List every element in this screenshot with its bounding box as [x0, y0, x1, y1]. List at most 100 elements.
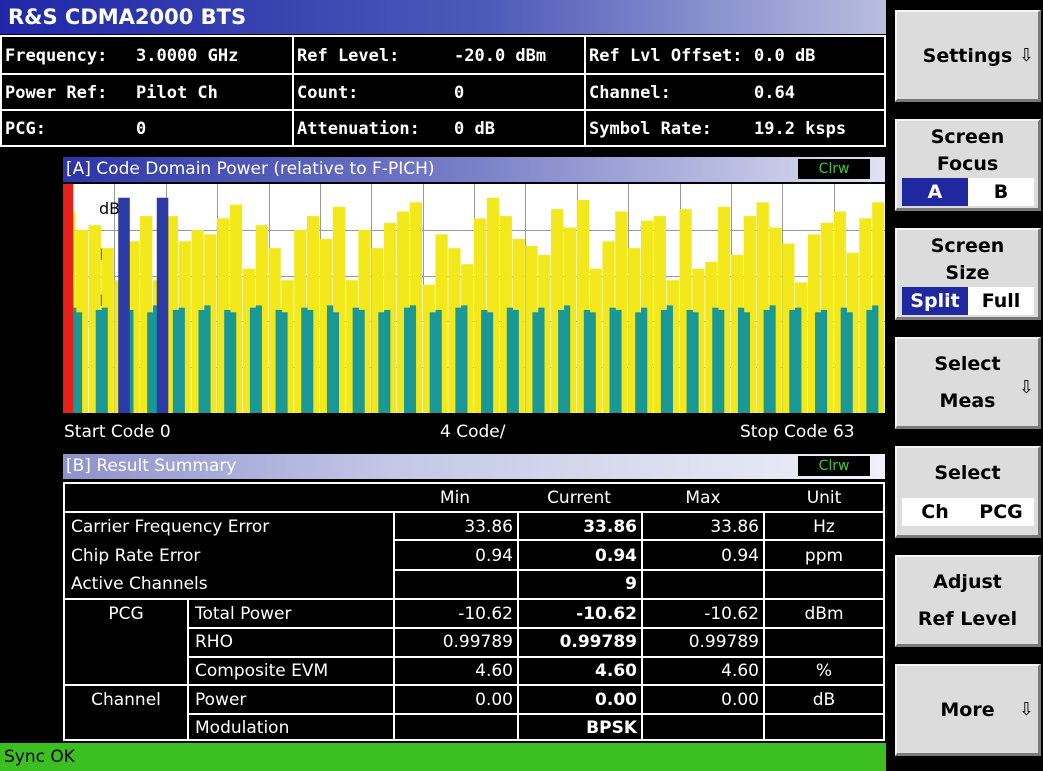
arrow-down-icon: ⇩ [1018, 377, 1034, 398]
row-label-active-channels: Active Channels [71, 574, 208, 594]
noise-bar [275, 309, 282, 413]
ch-pcg-toggle[interactable]: Ch PCG [902, 498, 1034, 526]
attenuation-value: 0 dB [454, 119, 495, 139]
focus-b-option[interactable]: B [968, 178, 1034, 206]
noise-bar [224, 309, 231, 413]
noise-bar [789, 309, 796, 413]
total-power-min: -10.62 [458, 604, 513, 624]
noise-bar [461, 305, 468, 413]
col-divider [393, 511, 395, 739]
noise-bar [486, 312, 494, 413]
panel-a-trace-mode: Clrw [798, 159, 870, 179]
noise-bar [640, 307, 648, 413]
select-meas-softkey[interactable]: Select Meas ⇩ [895, 337, 1041, 429]
total-power-max: -10.62 [704, 604, 759, 624]
modulation-current: BPSK [586, 718, 637, 738]
col-divider [763, 511, 765, 739]
grid-divider [584, 37, 586, 145]
noise-bar [152, 305, 160, 413]
noise-bar [737, 307, 745, 413]
code-domain-power-chart[interactable]: dBBB [63, 184, 885, 413]
composite-evm-max: 4.60 [721, 661, 759, 681]
panel-b-title-text: [B] Result Summary [66, 456, 237, 476]
noise-bar [840, 307, 847, 413]
noise-bar [866, 309, 873, 413]
arrow-down-icon: ⇩ [1018, 45, 1034, 66]
col-divider [517, 511, 519, 739]
noise-bar [352, 307, 359, 413]
pcg-label: PCG: [5, 119, 46, 139]
noise-bar [615, 309, 622, 413]
grid-divider [2, 109, 884, 111]
screen-focus-softkey[interactable]: Screen Focus A B [895, 119, 1041, 211]
noise-bar [455, 307, 462, 413]
screen-size-softkey[interactable]: Screen Size Split Full [895, 228, 1041, 320]
noise-bar [281, 312, 288, 413]
row-label-composite-evm: Composite EVM [195, 661, 329, 681]
select-pcg-option[interactable]: PCG [968, 498, 1034, 526]
noise-bar [563, 305, 571, 413]
noise-bar [326, 305, 334, 413]
row-label-chip-rate-error: Chip Rate Error [71, 546, 201, 566]
header-max: Max [685, 488, 721, 508]
noise-bar [249, 307, 257, 413]
select-label: Select [934, 462, 1001, 484]
grid-divider [292, 37, 294, 145]
select-ch-option[interactable]: Ch [902, 498, 968, 526]
adjust-line1: Adjust [933, 571, 1002, 593]
noise-bar [255, 305, 262, 413]
more-label: More [940, 699, 995, 721]
screen-size-line1: Screen [930, 235, 1005, 257]
chart-svg: dBBB [63, 184, 885, 413]
rho-max: 0.99789 [688, 632, 759, 652]
noise-bar [229, 312, 237, 413]
select-ch-pcg-softkey[interactable]: Select Ch PCG [895, 446, 1041, 538]
adjust-line2: Ref Level [917, 608, 1018, 630]
noise-bar [558, 309, 565, 413]
noise-bar [583, 309, 591, 413]
panel-a-title[interactable]: [A] Code Domain Power (relative to F-PIC… [63, 157, 885, 182]
adjust-ref-level-softkey[interactable]: Adjust Ref Level [895, 555, 1041, 647]
row-label-total-power: Total Power [195, 604, 292, 624]
row-label-modulation: Modulation [195, 718, 290, 738]
noise-bar [384, 309, 391, 413]
chip-rate-error-current: 0.94 [595, 546, 637, 566]
noise-bar [75, 312, 83, 413]
channel-power-current: 0.00 [595, 690, 637, 710]
channel-power-unit: dB [812, 690, 836, 710]
noise-bar [712, 307, 719, 413]
attenuation-label: Attenuation: [297, 119, 420, 139]
noise-bar [635, 312, 642, 413]
col-divider [187, 598, 189, 739]
focus-a-option[interactable]: A [902, 178, 968, 206]
noise-bar [506, 307, 514, 413]
group-label-pcg: PCG [108, 604, 144, 624]
select-meas-line1: Select [934, 353, 1001, 375]
carrier-freq-error-unit: Hz [813, 517, 835, 537]
power-ref-value: Pilot Ch [136, 83, 218, 103]
chip-rate-error-max: 0.94 [721, 546, 759, 566]
ref-level-value: -20.0 dBm [454, 46, 547, 66]
panel-b-title[interactable]: [B] Result Summary Clrw [63, 454, 885, 479]
size-full-option[interactable]: Full [968, 287, 1034, 315]
y-axis-label: dB [99, 199, 120, 218]
noise-bar [198, 309, 205, 413]
size-split-option[interactable]: Split [902, 287, 968, 315]
symbol-rate-value: 19.2 ksps [754, 119, 847, 139]
measurement-info-grid: Frequency: 3.0000 GHz Ref Level: -20.0 d… [0, 35, 886, 147]
symbol-rate-label: Symbol Rate: [589, 119, 712, 139]
composite-evm-min: 4.60 [475, 661, 513, 681]
composite-evm-current: 4.60 [595, 661, 637, 681]
noise-bar [743, 312, 750, 413]
power-ref-label: Power Ref: [5, 83, 108, 103]
row-divider [187, 656, 883, 658]
focus-toggle[interactable]: A B [902, 178, 1034, 206]
row-divider [65, 511, 883, 513]
noise-bar [301, 307, 308, 413]
more-softkey[interactable]: More ⇩ [895, 664, 1041, 756]
noise-bar [589, 312, 596, 413]
size-toggle[interactable]: Split Full [902, 287, 1034, 315]
settings-softkey[interactable]: Settings ⇩ [895, 10, 1041, 102]
screen-focus-line1: Screen [930, 126, 1005, 148]
